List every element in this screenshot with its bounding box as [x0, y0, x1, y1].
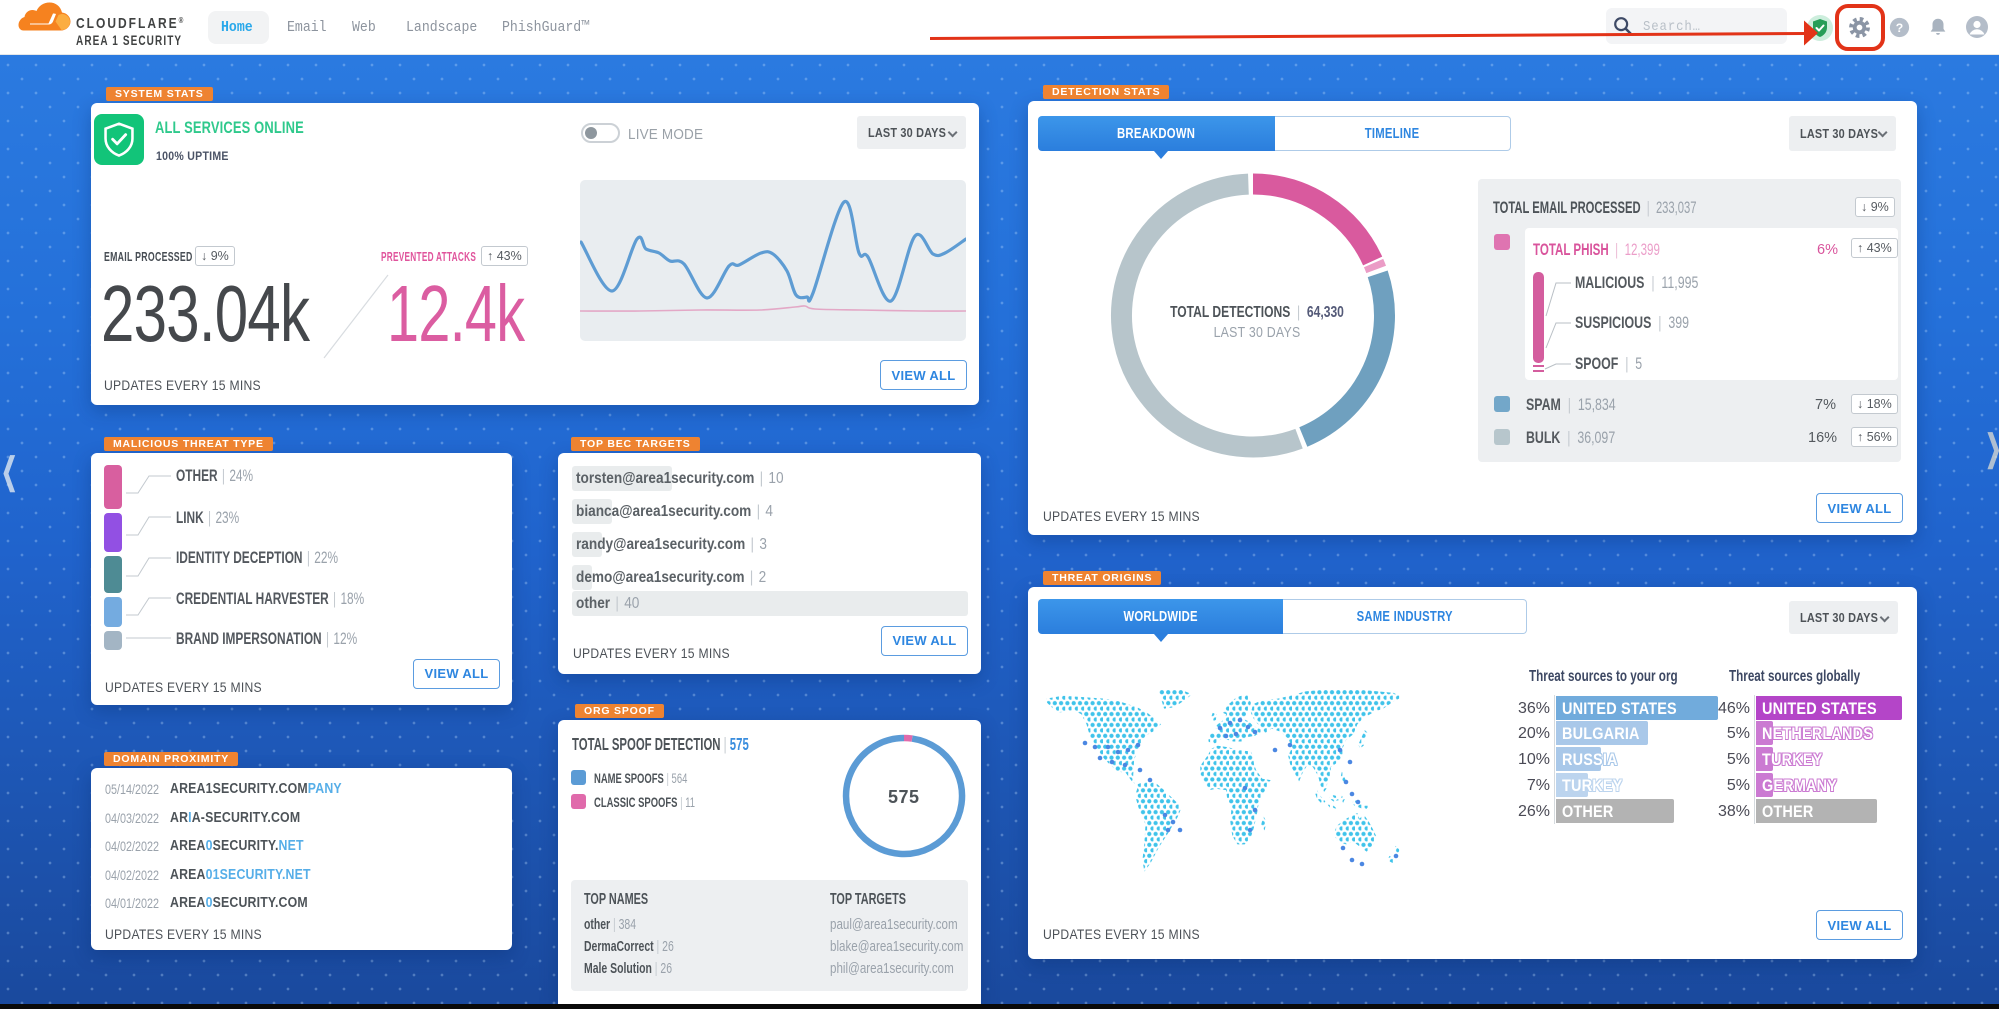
svg-text:?: ? — [1896, 21, 1903, 35]
